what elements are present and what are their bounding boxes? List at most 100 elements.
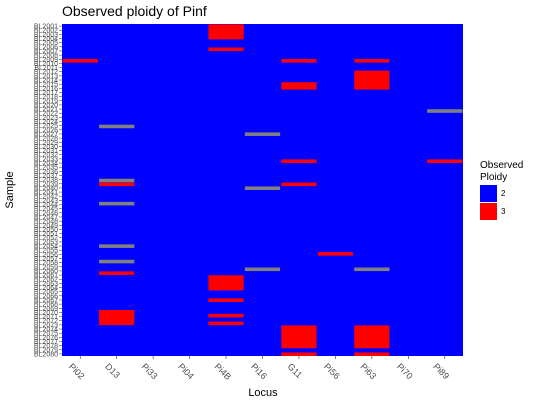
y-tick-label: BL2024 bbox=[34, 119, 58, 126]
x-tick-label-pi56: Pi56 bbox=[322, 361, 342, 381]
heatmap-cell-pi4b bbox=[208, 313, 244, 318]
y-tick-label: BL2037 bbox=[34, 173, 58, 180]
y-tick-label: BL2023 bbox=[34, 115, 58, 122]
y-tick-label: BL2078 bbox=[34, 343, 58, 350]
heatmap-cell-pi4b bbox=[208, 298, 244, 302]
y-tick-label: BL2020 bbox=[34, 102, 58, 109]
x-tick-label-d13: D13 bbox=[103, 361, 122, 380]
y-tick-label: BL2040 bbox=[34, 185, 58, 192]
y-tick-label: BL2060 bbox=[34, 268, 58, 275]
heatmap-cell-d13 bbox=[99, 201, 135, 206]
heatmap-cell-d13 bbox=[99, 124, 135, 129]
y-tick-label: BL2016 bbox=[34, 86, 58, 93]
y-tick-label: BL2042 bbox=[34, 194, 58, 201]
heatmap-cell-d13 bbox=[99, 178, 135, 183]
y-tick-label: BL2054 bbox=[34, 244, 58, 251]
legend-title-line-1: Observed bbox=[480, 160, 523, 171]
y-tick-label: BL2070 bbox=[34, 310, 58, 317]
y-tick-label: BL2021 bbox=[34, 107, 58, 114]
y-tick-label: BL2079 bbox=[34, 347, 58, 354]
y-tick-label: BL2050 bbox=[34, 227, 58, 234]
y-tick-label: BL2047 bbox=[34, 214, 58, 221]
y-tick-label: BL2008 bbox=[34, 53, 58, 60]
y-tick-label: BL2043 bbox=[34, 198, 58, 205]
y-tick-label: BL2013 bbox=[34, 73, 58, 80]
y-tick-label: BL2055 bbox=[34, 248, 58, 255]
heatmap-cell-pi89 bbox=[427, 109, 463, 113]
heatmap-cell-pi56 bbox=[317, 252, 354, 256]
heatmap-cell-g11 bbox=[281, 182, 317, 187]
y-tick-label: BL2018 bbox=[34, 94, 58, 101]
y-tick-label: BL2019 bbox=[34, 98, 58, 105]
y-tick-label: BL2056 bbox=[34, 252, 58, 259]
heatmap-cell-g11 bbox=[281, 59, 317, 63]
x-tick-label-pi16: Pi16 bbox=[249, 361, 269, 381]
x-tick-label-pi4b: Pi4B bbox=[213, 361, 234, 382]
y-tick-label: BL2005 bbox=[34, 40, 58, 47]
y-tick-label: BL2004 bbox=[34, 36, 58, 43]
heatmap-cell-pi16 bbox=[244, 132, 281, 136]
heatmap-cell-pi4b bbox=[208, 47, 244, 52]
heatmap-plot-area bbox=[62, 24, 463, 356]
heatmap-cell-d13 bbox=[99, 309, 135, 326]
legend-swatch-3 bbox=[480, 203, 497, 220]
x-axis-ticks: Pi02 D13 Pi33 Pi04 Pi4B Pi16 G11 Pi56 Pi63 Pi70 Pi… bbox=[67, 356, 451, 382]
heatmap-cell-pi16 bbox=[244, 186, 281, 190]
y-tick-label: BL2022 bbox=[34, 111, 58, 118]
y-tick-label: BL2011 bbox=[34, 65, 58, 72]
y-tick-label: BL2073 bbox=[34, 322, 58, 329]
y-tick-label: BL2038 bbox=[34, 177, 58, 184]
y-tick-label: BL2064 bbox=[34, 285, 58, 292]
heatmap-cell-pi02 bbox=[62, 59, 98, 63]
heatmap-cell-pi4b bbox=[208, 321, 244, 326]
x-tick-label-pi63: Pi63 bbox=[358, 361, 378, 381]
y-tick-label: BL2061 bbox=[34, 273, 58, 280]
legend-swatch-2 bbox=[480, 185, 497, 202]
y-tick-label: BL2017 bbox=[34, 90, 58, 97]
y-tick-label: BL2032 bbox=[34, 152, 58, 159]
heatmap-cell-pi63 bbox=[354, 59, 390, 63]
heatmap-cell-pi89 bbox=[427, 159, 463, 163]
y-tick-label: BL2036 bbox=[34, 169, 58, 176]
y-tick-label: BL2065 bbox=[34, 289, 58, 296]
y-tick-label: BL2075 bbox=[34, 331, 58, 338]
y-tick-label: BL2077 bbox=[34, 339, 58, 346]
y-tick-label: BL2001 bbox=[34, 24, 58, 31]
x-tick-label-pi33: Pi33 bbox=[140, 361, 160, 381]
y-tick-label: BL2080 bbox=[34, 351, 58, 358]
y-tick-label: BL2003 bbox=[34, 32, 58, 39]
legend: Observed Ploidy 23 bbox=[480, 160, 523, 220]
y-tick-label: BL2069 bbox=[34, 306, 58, 313]
y-tick-label: BL2049 bbox=[34, 223, 58, 230]
legend-items: 23 bbox=[480, 185, 506, 220]
y-tick-label: BL2039 bbox=[34, 181, 58, 188]
y-tick-label: BL2062 bbox=[34, 277, 58, 284]
y-tick-label: BL2074 bbox=[34, 327, 58, 334]
y-tick-label: BL2014 bbox=[34, 78, 58, 85]
y-tick-label: BL2002 bbox=[34, 28, 58, 35]
y-axis-ticks: BL2001BL2002BL2003BL2004BL2005BL2006BL20… bbox=[34, 24, 62, 358]
y-tick-label: BL2053 bbox=[34, 239, 58, 246]
y-tick-label: BL2058 bbox=[34, 260, 58, 267]
y-tick-label: BL2044 bbox=[34, 202, 58, 209]
x-tick-label-pi02: Pi02 bbox=[67, 361, 87, 381]
y-tick-label: BL2063 bbox=[34, 281, 58, 288]
legend-title-line-2: Ploidy bbox=[480, 172, 507, 183]
y-tick-label: BL2010 bbox=[34, 61, 58, 68]
y-tick-label: BL2048 bbox=[34, 219, 58, 226]
y-tick-label: BL2034 bbox=[34, 161, 58, 168]
legend-label-3: 3 bbox=[501, 207, 506, 216]
y-tick-label: BL2029 bbox=[34, 140, 58, 147]
y-tick-label: BL2052 bbox=[34, 235, 58, 242]
x-tick-label-pi04: Pi04 bbox=[176, 361, 196, 381]
heatmap-cell-pi63 bbox=[354, 267, 390, 272]
y-tick-label: BL2068 bbox=[34, 302, 58, 309]
y-tick-label: BL2012 bbox=[34, 69, 58, 76]
heatmap-cell-d13 bbox=[99, 182, 135, 187]
y-tick-label: BL2051 bbox=[34, 231, 58, 238]
heatmap-cell-pi4b bbox=[208, 24, 244, 40]
x-tick-label-pi89: Pi89 bbox=[431, 361, 451, 381]
y-tick-label: BL2028 bbox=[34, 136, 58, 143]
y-tick-label: BL2076 bbox=[34, 335, 58, 342]
y-tick-label: BL2072 bbox=[34, 318, 58, 325]
